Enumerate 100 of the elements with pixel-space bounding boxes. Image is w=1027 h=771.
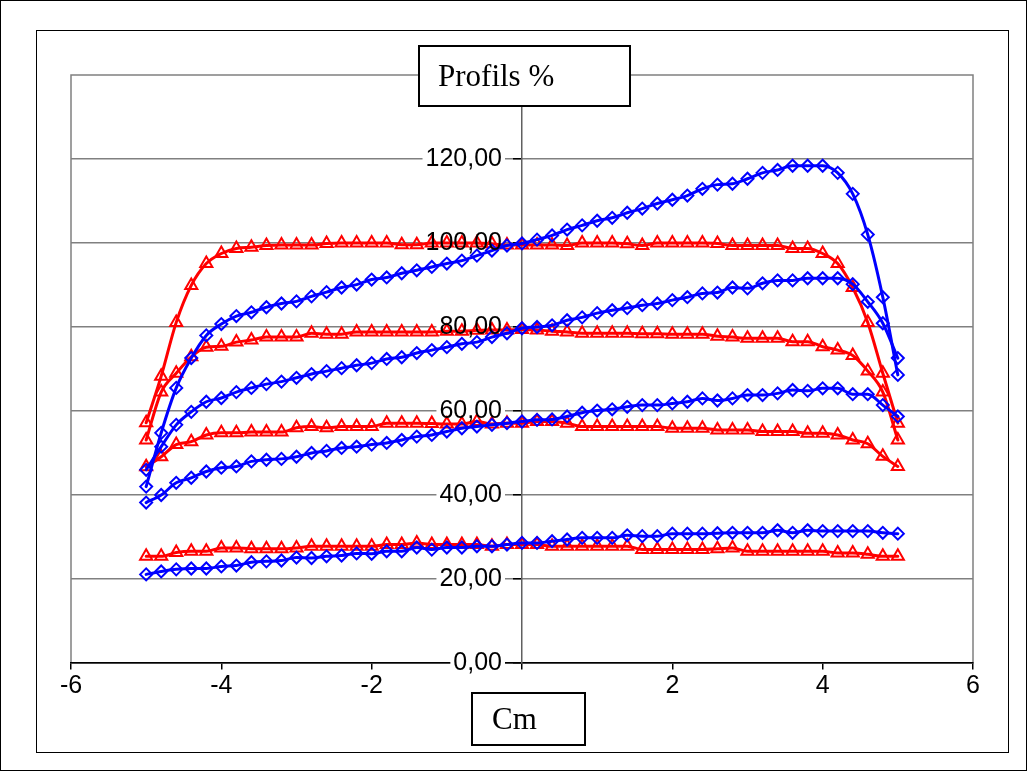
point	[214, 317, 229, 332]
point	[304, 367, 319, 382]
point	[545, 228, 560, 243]
point	[785, 525, 800, 540]
point	[785, 273, 800, 288]
point	[575, 405, 590, 420]
point	[845, 524, 860, 539]
point	[755, 237, 770, 251]
point	[770, 386, 785, 401]
point	[605, 418, 620, 432]
point	[725, 237, 740, 251]
point	[815, 338, 830, 352]
point	[424, 259, 439, 274]
point	[560, 538, 575, 551]
point	[244, 454, 259, 469]
point	[680, 420, 695, 433]
point	[710, 328, 725, 341]
point	[289, 550, 304, 565]
point	[154, 564, 169, 579]
point	[665, 396, 680, 411]
point	[635, 325, 650, 339]
point	[409, 324, 424, 337]
point	[169, 562, 184, 577]
point	[545, 318, 560, 333]
point	[815, 381, 830, 396]
point	[439, 256, 454, 271]
point	[605, 402, 620, 417]
point	[680, 326, 695, 339]
point	[409, 263, 424, 278]
point	[770, 330, 785, 343]
point	[575, 530, 590, 545]
point	[274, 237, 289, 250]
point	[184, 543, 199, 556]
point	[800, 240, 815, 253]
point	[620, 235, 635, 249]
point	[770, 423, 785, 437]
point	[244, 239, 259, 252]
point	[334, 548, 349, 563]
point	[259, 554, 274, 569]
point	[139, 495, 154, 510]
point	[620, 538, 635, 551]
point	[364, 546, 379, 561]
point	[770, 273, 785, 288]
point	[860, 387, 875, 402]
point	[349, 358, 364, 373]
point	[785, 158, 800, 173]
point	[409, 534, 424, 548]
point	[469, 539, 484, 554]
point	[725, 421, 740, 435]
point	[184, 404, 199, 419]
point	[169, 417, 184, 432]
point	[605, 210, 620, 225]
point	[830, 271, 845, 286]
point	[139, 479, 154, 494]
point	[890, 351, 905, 366]
point	[785, 543, 800, 556]
point	[830, 165, 845, 180]
point	[379, 544, 394, 559]
y-tick-label: 60,00	[439, 394, 502, 423]
point	[409, 236, 424, 250]
point	[770, 162, 785, 177]
point	[274, 540, 289, 554]
point	[815, 158, 830, 173]
point	[590, 325, 605, 338]
point	[424, 343, 439, 358]
point	[575, 310, 590, 325]
point	[710, 421, 725, 435]
point	[605, 530, 620, 545]
point	[289, 449, 304, 464]
point	[740, 421, 755, 435]
point	[695, 526, 710, 541]
point	[725, 329, 740, 342]
point	[154, 384, 169, 397]
point	[364, 272, 379, 287]
point	[304, 551, 319, 565]
point	[379, 235, 394, 248]
point	[184, 561, 199, 576]
point	[214, 424, 229, 438]
point	[364, 437, 379, 452]
point	[770, 237, 785, 251]
point	[800, 543, 815, 556]
point	[394, 415, 409, 428]
point	[875, 525, 890, 540]
point	[680, 188, 695, 203]
point	[665, 293, 680, 308]
y-tick-label: 40,00	[439, 478, 502, 507]
point	[394, 324, 409, 337]
point	[274, 451, 289, 466]
point	[680, 235, 695, 248]
point	[199, 339, 214, 352]
point	[394, 544, 409, 559]
point	[154, 548, 169, 561]
point	[665, 541, 680, 555]
point	[740, 330, 755, 343]
point	[289, 370, 304, 385]
point	[184, 470, 199, 485]
point	[560, 324, 575, 337]
x-tick-label: -6	[59, 669, 83, 698]
point	[334, 280, 349, 295]
point	[785, 333, 800, 347]
